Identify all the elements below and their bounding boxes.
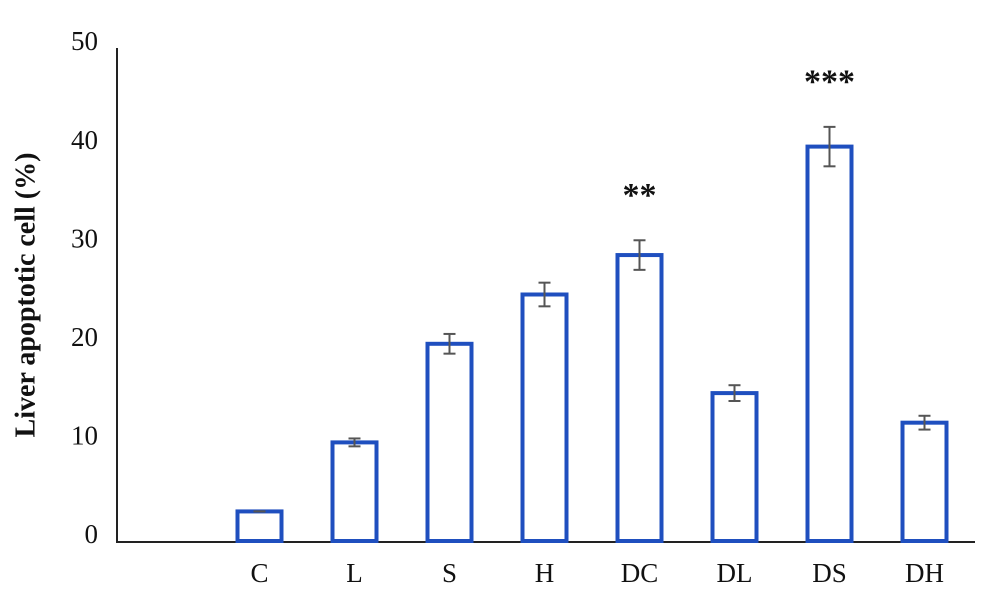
- bar: [900, 420, 949, 543]
- x-tick-label: DS: [812, 558, 847, 588]
- bar: [520, 292, 569, 543]
- bar: [615, 253, 664, 543]
- bar: [425, 341, 474, 543]
- error-bar: [633, 239, 646, 271]
- bar: [330, 440, 379, 543]
- x-tick-label: DL: [717, 558, 753, 588]
- y-tick-label: 40: [71, 125, 98, 155]
- y-tick-label: 0: [85, 519, 99, 549]
- error-bar: [728, 384, 741, 402]
- y-axis-label: Liver apoptotic cell (%): [10, 153, 41, 438]
- x-tick-label: DC: [621, 558, 659, 588]
- bar: [805, 144, 854, 543]
- x-tick-label: H: [535, 558, 555, 588]
- annotation: ***: [804, 64, 855, 101]
- annotation: **: [623, 177, 657, 214]
- y-tick-label: 30: [71, 223, 98, 253]
- bar: [235, 509, 284, 544]
- x-tick-label: L: [346, 558, 363, 588]
- error-bar: [348, 437, 361, 448]
- y-tick-label: 50: [71, 26, 98, 56]
- x-tick-label: DH: [905, 558, 944, 588]
- x-tick-label: C: [250, 558, 268, 588]
- error-bar: [918, 414, 931, 431]
- error-bar: [823, 125, 836, 168]
- error-bar: [538, 281, 551, 308]
- bar: [710, 391, 759, 543]
- error-bar: [443, 332, 456, 355]
- x-tick-label: S: [442, 558, 457, 588]
- y-tick-label: 10: [71, 421, 98, 451]
- y-tick-label: 20: [71, 322, 98, 352]
